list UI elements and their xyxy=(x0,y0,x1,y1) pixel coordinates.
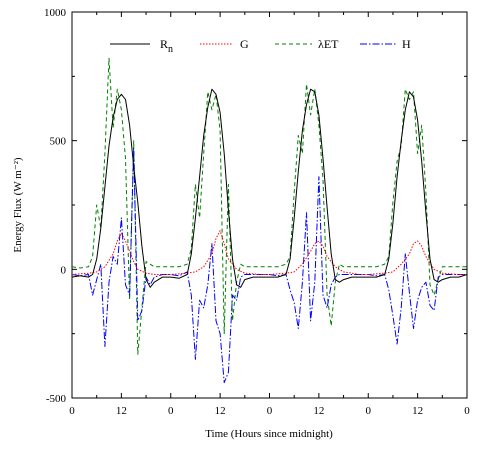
legend-label: H xyxy=(402,37,411,51)
legend-label-subscript: n xyxy=(168,44,173,55)
x-tick-label: 0 xyxy=(464,405,470,417)
legend-label: Rn xyxy=(160,37,173,55)
y-tick-label: 0 xyxy=(61,264,67,276)
series-line-g xyxy=(71,230,467,275)
plot-frame xyxy=(71,11,468,399)
axis-ticks xyxy=(71,11,468,399)
series-line-rn xyxy=(71,88,468,288)
y-tick-label: 500 xyxy=(50,136,67,148)
series-layer xyxy=(71,57,468,384)
y-axis-title: Energy Flux (W m⁻²) xyxy=(12,157,24,252)
y-tick-label: 1000 xyxy=(44,7,67,19)
x-tick-label: 0 xyxy=(69,405,75,417)
series-line-let xyxy=(71,57,467,355)
x-tick-label: 12 xyxy=(116,405,127,417)
legend-label: G xyxy=(240,37,249,51)
x-tick-label: 0 xyxy=(366,405,372,417)
legend-label: λET xyxy=(318,37,339,51)
x-tick-label: 0 xyxy=(168,405,174,417)
x-tick-label: 12 xyxy=(412,405,423,417)
series-line-h xyxy=(71,147,467,384)
x-tick-label: 12 xyxy=(313,405,324,417)
x-axis-title: Time (Hours since midnight) xyxy=(205,428,333,440)
x-tick-label: 12 xyxy=(215,405,226,417)
x-tick-label: 0 xyxy=(267,405,273,417)
y-tick-label: -500 xyxy=(46,393,67,405)
